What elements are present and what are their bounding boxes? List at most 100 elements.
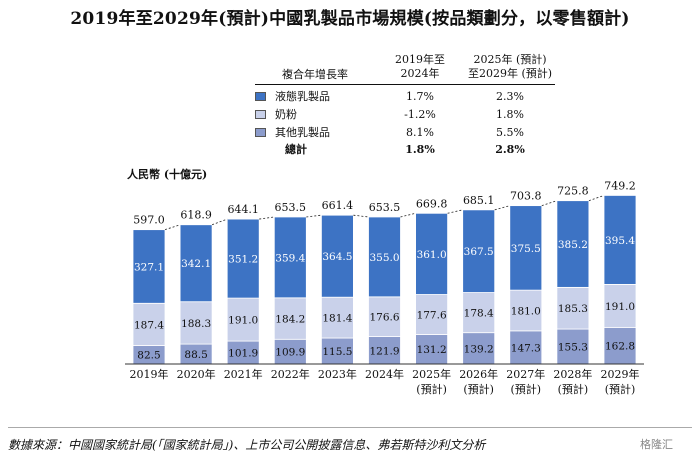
bar-segment-8-2 (509, 205, 543, 291)
segment-label-4-0: 115.5 (322, 346, 352, 358)
connector-line-1 (211, 218, 228, 226)
segment-label-10-2: 395.4 (605, 235, 635, 247)
segment-label-6-1: 177.6 (417, 310, 447, 322)
segment-label-9-2: 385.2 (558, 239, 588, 251)
segment-label-8-1: 181.0 (511, 305, 541, 317)
x-tick-sublabel-9: (預計) (558, 382, 589, 396)
other-dairy-swatch (255, 128, 266, 137)
connector-line-3 (306, 214, 322, 218)
connector-line-7 (494, 205, 510, 211)
total-label-7: 685.1 (463, 194, 495, 207)
x-tick-sublabel-6: (預計) (416, 382, 447, 396)
connector-line-4 (353, 214, 369, 218)
bar-segment-6-2 (415, 212, 449, 295)
segment-label-7-1: 178.4 (464, 308, 494, 320)
total-label-10: 749.2 (604, 179, 636, 192)
cagr-col2-header: 2025年 (預計) 至2029年 (預計) (467, 53, 553, 80)
segment-label-2-2: 351.2 (228, 254, 258, 266)
segment-label-0-1: 187.4 (134, 319, 164, 331)
x-tick-label-0: 2019年 (130, 367, 169, 381)
x-tick-label-9: 2028年 (553, 367, 592, 381)
segment-label-3-2: 359.4 (275, 252, 305, 264)
x-tick-sublabel-7: (預計) (463, 382, 494, 396)
segment-label-0-0: 82.5 (137, 350, 160, 362)
milk-powder-swatch (255, 110, 266, 119)
x-tick-sublabel-8: (預計) (511, 382, 542, 396)
segment-label-10-0: 162.8 (605, 341, 635, 353)
bar-segment-0-1 (132, 302, 166, 346)
total-label-0: 597.0 (133, 214, 165, 227)
bar-segment-5-1 (368, 296, 401, 337)
bar-segment-3-0 (273, 338, 307, 365)
segment-label-2-1: 191.0 (228, 315, 258, 327)
y-unit-label: 人民幣 (十億元) (127, 168, 208, 181)
segment-label-7-0: 139.2 (464, 343, 494, 355)
watermark: 格隆汇 (640, 438, 673, 451)
segment-label-6-0: 131.2 (417, 344, 447, 356)
bar-segment-5-2 (368, 216, 401, 298)
segment-label-0-2: 327.1 (134, 261, 164, 273)
bar-segment-9-0 (556, 328, 590, 365)
x-tick-label-2: 2021年 (224, 367, 263, 381)
segment-label-7-2: 367.5 (464, 246, 494, 258)
x-tick-label-7: 2026年 (459, 367, 498, 381)
total-label-5: 653.5 (369, 201, 401, 214)
x-tick-label-3: 2022年 (271, 367, 310, 381)
x-tick-label-1: 2020年 (177, 367, 216, 381)
bar-segment-3-1 (273, 297, 307, 340)
bar-segment-1-2 (179, 224, 213, 303)
source-note: 數據來源：中國國家統計局(「國家統計局」)、上市公司公開披露信息、弗若斯特沙利文… (8, 438, 486, 452)
segment-label-8-0: 147.3 (511, 342, 541, 354)
bar-segment-4-2 (320, 214, 354, 298)
total-label-9: 725.8 (557, 185, 589, 198)
segment-label-10-1: 191.0 (605, 301, 635, 313)
cagr-row-liquid: 液態乳製品 1.7% 2.3% (255, 88, 555, 105)
bar-segment-7-1 (462, 292, 496, 334)
x-tick-label-5: 2024年 (365, 367, 404, 381)
bar-segment-9-2 (556, 200, 590, 288)
bar-segment-10-1 (603, 283, 637, 328)
bar-segment-1-1 (179, 301, 213, 345)
liquid-dairy-swatch (255, 92, 266, 101)
segment-label-3-1: 184.2 (275, 314, 305, 326)
total-label-6: 669.8 (416, 197, 448, 210)
segment-label-4-2: 364.5 (322, 251, 352, 263)
cagr-header-label: 複合年增長率 (282, 68, 348, 81)
segment-label-2-0: 101.9 (228, 348, 258, 360)
segment-label-8-2: 375.5 (511, 243, 541, 255)
cagr-table-rule (255, 84, 555, 85)
bar-segment-2-2 (226, 218, 260, 299)
cagr-row-total: 總計 1.8% 2.8% (285, 143, 525, 156)
total-label-2: 644.1 (227, 203, 259, 216)
segment-label-1-1: 188.3 (181, 318, 211, 330)
segment-label-5-2: 355.0 (369, 252, 399, 264)
cagr-row-milk-powder: 奶粉 -1.2% 1.8% (255, 106, 555, 123)
total-label-1: 618.9 (180, 209, 212, 222)
segment-label-3-0: 109.9 (275, 347, 305, 359)
connector-line-9 (588, 195, 605, 202)
segment-label-6-2: 361.0 (417, 249, 447, 261)
connector-line-8 (541, 200, 558, 207)
segment-label-9-0: 155.3 (558, 342, 588, 354)
total-label-8: 703.8 (510, 190, 542, 203)
x-tick-label-6: 2025年 (412, 367, 451, 381)
chart-title: 2019年至2029年(預計)中國乳製品市場規模(按品類劃分，以零售額計) (70, 9, 630, 29)
x-tick-label-10: 2029年 (601, 367, 640, 381)
bar-segment-10-0 (603, 326, 637, 365)
total-label-4: 661.4 (322, 199, 354, 212)
x-tick-sublabel-10: (預計) (605, 382, 636, 396)
segment-label-4-1: 181.4 (322, 313, 352, 325)
bar-segment-7-0 (462, 332, 496, 365)
segment-label-1-2: 342.1 (181, 258, 211, 270)
connector-line-0 (164, 224, 181, 231)
bar-segment-10-2 (603, 195, 637, 285)
bar-segment-4-1 (320, 296, 354, 339)
connector-line-6 (447, 209, 463, 214)
connector-line-5 (400, 212, 416, 218)
segment-label-1-0: 88.5 (184, 349, 207, 361)
segment-label-5-1: 176.6 (369, 312, 399, 324)
source-divider (8, 427, 692, 428)
segment-label-5-0: 121.9 (369, 345, 399, 357)
cagr-row-other: 其他乳製品 8.1% 5.5% (255, 124, 555, 141)
bar-segment-3-2 (273, 216, 307, 299)
